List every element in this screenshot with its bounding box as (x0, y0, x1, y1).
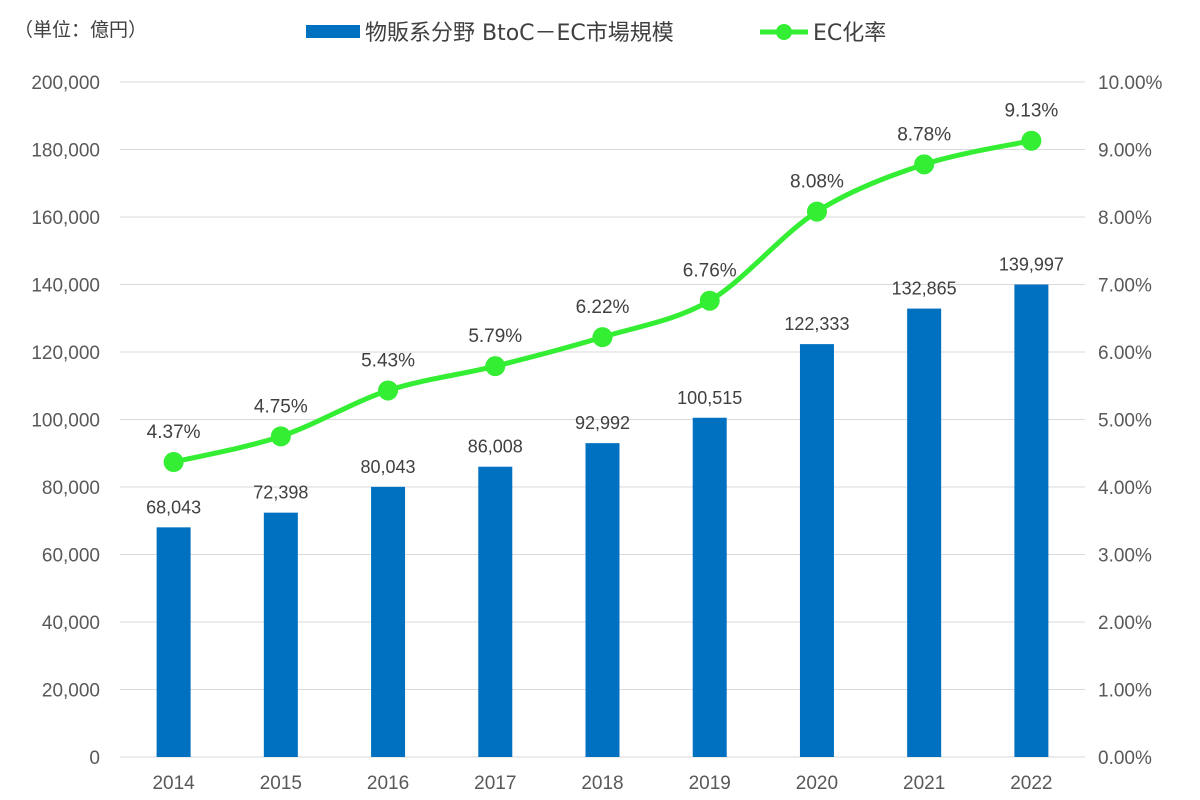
ec-rate-point (270, 426, 291, 447)
right-axis-tick-label: 2.00% (1098, 613, 1152, 634)
legend-bar-label: 物販系分野 BtoC－EC市場規模 (365, 21, 674, 46)
bar (692, 417, 727, 757)
right-axis-tick-label: 4.00% (1098, 478, 1152, 499)
left-axis-ticks: 0 20,000 40,000 60,000 80,000 100,000 120,000 1… (31, 73, 100, 769)
ec-rate-point (914, 154, 935, 175)
bar (478, 466, 513, 757)
x-axis-tick-label: 2021 (903, 773, 945, 794)
legend-line-marker (776, 24, 792, 40)
x-axis-tick-label: 2020 (796, 773, 838, 794)
right-axis-tick-label: 6.00% (1098, 343, 1152, 364)
right-axis-tick-label: 1.00% (1098, 681, 1152, 702)
bar (371, 486, 406, 757)
left-axis-tick-label: 140,000 (31, 276, 100, 297)
line-series (163, 130, 1042, 473)
ec-rate-point (699, 290, 720, 311)
legend-bar-swatch (306, 25, 360, 38)
ec-rate-data-label: 4.75% (254, 396, 308, 417)
bar-data-label: 86,008 (468, 437, 523, 457)
bar-data-label: 68,043 (146, 497, 201, 517)
bar-data-label: 122,333 (784, 314, 849, 334)
right-axis-tick-label: 10.00% (1098, 73, 1163, 94)
left-axis-tick-label: 160,000 (31, 208, 100, 229)
bar (1014, 284, 1049, 757)
line-data-labels: 4.37% 4.75% 5.43% 5.79% 6.22% 6.76% 8.08% 8.78%… (147, 101, 1059, 443)
x-axis-tick-label: 2018 (581, 773, 623, 794)
x-axis-tick-label: 2019 (689, 773, 731, 794)
left-axis-tick-label: 60,000 (42, 546, 100, 567)
left-axis-tick-label: 180,000 (31, 141, 100, 162)
x-axis-tick-label: 2014 (152, 773, 195, 794)
left-axis-tick-label: 120,000 (31, 343, 100, 364)
ec-rate-point (485, 356, 506, 377)
ec-rate-point (1021, 130, 1042, 151)
x-axis-tick-label: 2016 (367, 773, 409, 794)
right-axis-tick-label: 8.00% (1098, 208, 1152, 229)
right-axis-tick-label: 9.00% (1098, 141, 1152, 162)
unit-label: （単位：億円） (14, 19, 147, 41)
bar (156, 527, 191, 757)
ec-rate-point (806, 201, 827, 222)
ec-rate-data-label: 9.13% (1004, 101, 1058, 122)
bar (907, 308, 942, 757)
bar-data-labels: 68,043 72,398 80,043 86,008 92,992 100,515 122… (146, 255, 1064, 518)
right-axis-tick-label: 5.00% (1098, 411, 1152, 432)
bar (263, 512, 298, 757)
right-axis-tick-label: 0.00% (1098, 748, 1152, 769)
right-axis-tick-label: 3.00% (1098, 546, 1152, 567)
x-axis-tick-label: 2017 (474, 773, 516, 794)
bar-data-label: 92,992 (575, 413, 630, 433)
bar (799, 344, 834, 757)
bar (585, 443, 620, 757)
bar-data-label: 72,398 (253, 483, 308, 503)
bar-data-label: 80,043 (361, 457, 416, 477)
right-axis-ticks: 0.00% 1.00% 2.00% 3.00% 4.00% 5.00% 6.00% 7.00%… (1098, 73, 1163, 769)
ec-rate-data-label: 6.76% (683, 261, 737, 282)
left-axis-tick-label: 80,000 (42, 478, 100, 499)
ec-rate-data-label: 6.22% (576, 297, 630, 318)
ec-rate-point (163, 452, 184, 473)
left-axis-tick-label: 200,000 (31, 73, 100, 94)
x-axis-tick-label: 2015 (260, 773, 302, 794)
left-axis-tick-label: 0 (89, 748, 100, 769)
ec-rate-data-label: 8.08% (790, 172, 844, 193)
ec-rate-data-label: 5.43% (361, 350, 415, 371)
legend-line-label: EC化率 (813, 21, 886, 46)
ec-rate-point (592, 327, 613, 348)
left-axis-tick-label: 100,000 (31, 411, 100, 432)
legend: 物販系分野 BtoC－EC市場規模 EC化率 (306, 21, 886, 46)
right-axis-tick-label: 7.00% (1098, 276, 1152, 297)
x-axis-ticks: 2014 2015 2016 2017 2018 2019 2020 2021 2022 (152, 773, 1052, 794)
bar-series (156, 284, 1049, 757)
bar-data-label: 100,515 (677, 388, 742, 408)
ec-rate-point (378, 380, 399, 401)
bar-data-label: 139,997 (999, 255, 1064, 275)
left-axis-tick-label: 20,000 (42, 681, 100, 702)
ec-rate-data-label: 5.79% (468, 326, 522, 347)
ec-rate-data-label: 8.78% (897, 124, 951, 145)
left-axis-tick-label: 40,000 (42, 613, 100, 634)
ec-rate-data-label: 4.37% (147, 422, 201, 443)
x-axis-tick-label: 2022 (1010, 773, 1052, 794)
bar-data-label: 132,865 (892, 279, 957, 299)
